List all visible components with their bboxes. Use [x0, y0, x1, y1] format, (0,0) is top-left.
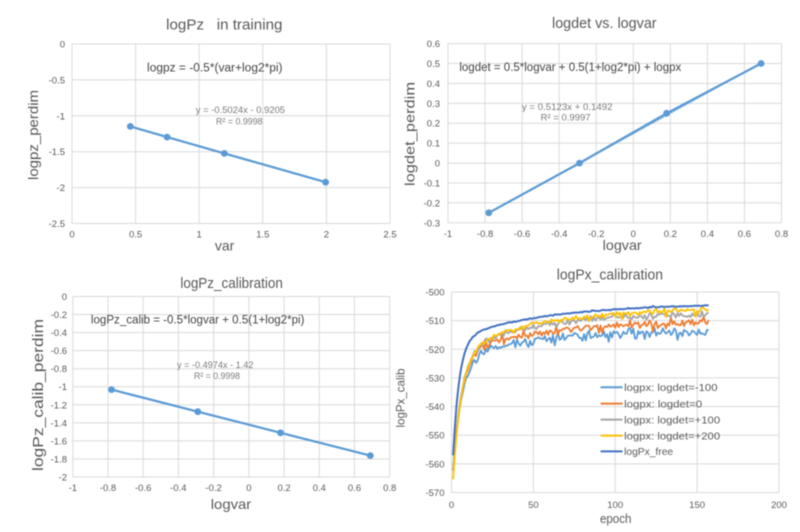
svg-text:logpx: logdet=+200: logpx: logdet=+200	[624, 430, 720, 442]
svg-text:0: 0	[62, 292, 67, 303]
svg-text:2.5: 2.5	[383, 230, 396, 241]
svg-text:50: 50	[528, 500, 539, 511]
svg-text:-1: -1	[69, 483, 77, 494]
svg-text:logPz_calib_perdim: logPz_calib_perdim	[30, 319, 47, 471]
svg-text:-0.4: -0.4	[170, 483, 186, 494]
svg-text:logpz = -0.5*(var+log2*pi): logpz = -0.5*(var+log2*pi)	[147, 62, 283, 74]
svg-text:-2: -2	[59, 473, 67, 484]
svg-text:-0.6: -0.6	[514, 229, 530, 240]
svg-text:-0.2: -0.2	[51, 310, 67, 321]
svg-text:0.6: 0.6	[427, 39, 440, 50]
svg-text:1: 1	[197, 230, 202, 241]
svg-text:-1.4: -1.4	[51, 418, 67, 429]
svg-text:-1.5: -1.5	[49, 147, 65, 158]
svg-text:-0.8: -0.8	[51, 364, 67, 375]
svg-text:logvar: logvar	[211, 496, 252, 512]
svg-text:logpx: logdet=-100: logpx: logdet=-100	[624, 382, 718, 394]
svg-text:0: 0	[69, 230, 74, 241]
svg-text:0: 0	[449, 500, 454, 511]
svg-text:logdet = 0.5*logvar + 0.5(1+lo: logdet = 0.5*logvar + 0.5(1+log2*pi) + l…	[459, 62, 681, 74]
svg-text:-510: -510	[425, 316, 444, 327]
svg-text:logPx_free: logPx_free	[624, 446, 673, 458]
svg-text:0.6: 0.6	[738, 229, 751, 240]
svg-text:-1.2: -1.2	[51, 400, 67, 411]
svg-text:0.4: 0.4	[701, 229, 714, 240]
svg-text:y = -0.4974x - 1.42: y = -0.4974x - 1.42	[177, 360, 254, 371]
svg-text:-1: -1	[444, 229, 452, 240]
svg-text:0: 0	[246, 483, 251, 494]
svg-text:0.1: 0.1	[427, 139, 440, 150]
svg-text:-500: -500	[425, 288, 444, 299]
svg-text:y = -0.5024x - 0.9205: y = -0.5024x - 0.9205	[196, 105, 285, 116]
svg-text:epoch: epoch	[600, 512, 632, 526]
svg-text:0.2: 0.2	[277, 483, 290, 494]
svg-text:y = 0.5123x + 0.1492: y = 0.5123x + 0.1492	[522, 102, 613, 113]
svg-text:0.5: 0.5	[129, 230, 142, 241]
svg-text:-0.8: -0.8	[100, 483, 116, 494]
svg-text:-520: -520	[425, 345, 444, 356]
svg-text:-1: -1	[57, 111, 65, 122]
svg-text:-1: -1	[59, 382, 67, 393]
svg-text:logpx: logdet=+100: logpx: logdet=+100	[624, 414, 720, 426]
svg-text:var: var	[215, 237, 235, 253]
svg-text:-0.4: -0.4	[51, 328, 67, 339]
svg-text:logPz in training: logPz in training	[166, 17, 282, 33]
svg-text:0.4: 0.4	[313, 483, 326, 494]
svg-text:logdet_perdim: logdet_perdim	[402, 82, 418, 186]
svg-text:0.5: 0.5	[427, 59, 440, 70]
svg-text:0: 0	[435, 159, 440, 170]
svg-text:-0.1: -0.1	[424, 179, 440, 190]
svg-text:-1.6: -1.6	[51, 436, 67, 447]
svg-text:0.2: 0.2	[664, 229, 677, 240]
svg-text:R² = 0.9998: R² = 0.9998	[216, 117, 263, 128]
svg-text:0.3: 0.3	[427, 99, 440, 110]
svg-text:1.5: 1.5	[256, 230, 269, 241]
svg-text:-550: -550	[425, 431, 444, 442]
svg-text:logpz_perdim: logpz_perdim	[26, 90, 41, 180]
svg-text:-570: -570	[425, 488, 444, 499]
svg-text:-0.5: -0.5	[49, 75, 65, 86]
svg-text:-0.4: -0.4	[551, 229, 567, 240]
svg-text:0.8: 0.8	[775, 229, 788, 240]
svg-text:0: 0	[631, 229, 636, 240]
svg-text:-540: -540	[425, 402, 444, 413]
svg-text:logpx: logdet=0: logpx: logdet=0	[624, 398, 702, 410]
svg-text:-0.2: -0.2	[205, 483, 221, 494]
svg-text:logPz_calibration: logPz_calibration	[180, 276, 283, 292]
svg-text:0: 0	[60, 40, 65, 51]
svg-text:logdet vs. logvar: logdet vs. logvar	[552, 16, 657, 32]
svg-text:-2: -2	[57, 183, 65, 194]
svg-text:logvar: logvar	[603, 237, 642, 253]
svg-text:200: 200	[771, 500, 787, 511]
svg-text:-0.2: -0.2	[424, 198, 440, 209]
svg-text:logPz_calib = -0.5*logvar + 0.: logPz_calib = -0.5*logvar + 0.5(1+log2*p…	[91, 314, 305, 326]
svg-text:-0.2: -0.2	[588, 229, 604, 240]
svg-text:R² = 0.9997: R² = 0.9997	[541, 113, 591, 124]
svg-text:2: 2	[324, 230, 329, 241]
svg-text:0.6: 0.6	[348, 483, 361, 494]
svg-text:-0.8: -0.8	[477, 229, 493, 240]
svg-text:-530: -530	[425, 373, 444, 384]
svg-text:0.4: 0.4	[427, 79, 440, 90]
svg-text:-2.5: -2.5	[49, 219, 65, 230]
svg-text:-1.8: -1.8	[51, 455, 67, 466]
svg-text:0.2: 0.2	[427, 119, 440, 130]
svg-text:R² = 0.9998: R² = 0.9998	[194, 371, 240, 382]
svg-text:logPx_calib: logPx_calib	[393, 368, 407, 427]
svg-text:-0.6: -0.6	[51, 346, 67, 357]
svg-text:-0.6: -0.6	[135, 483, 151, 494]
svg-text:-0.3: -0.3	[424, 218, 440, 229]
svg-text:-560: -560	[425, 459, 444, 470]
svg-text:0.8: 0.8	[383, 483, 396, 494]
svg-text:100: 100	[607, 500, 623, 511]
svg-text:logPx_calibration: logPx_calibration	[557, 268, 663, 284]
svg-text:150: 150	[689, 500, 705, 511]
